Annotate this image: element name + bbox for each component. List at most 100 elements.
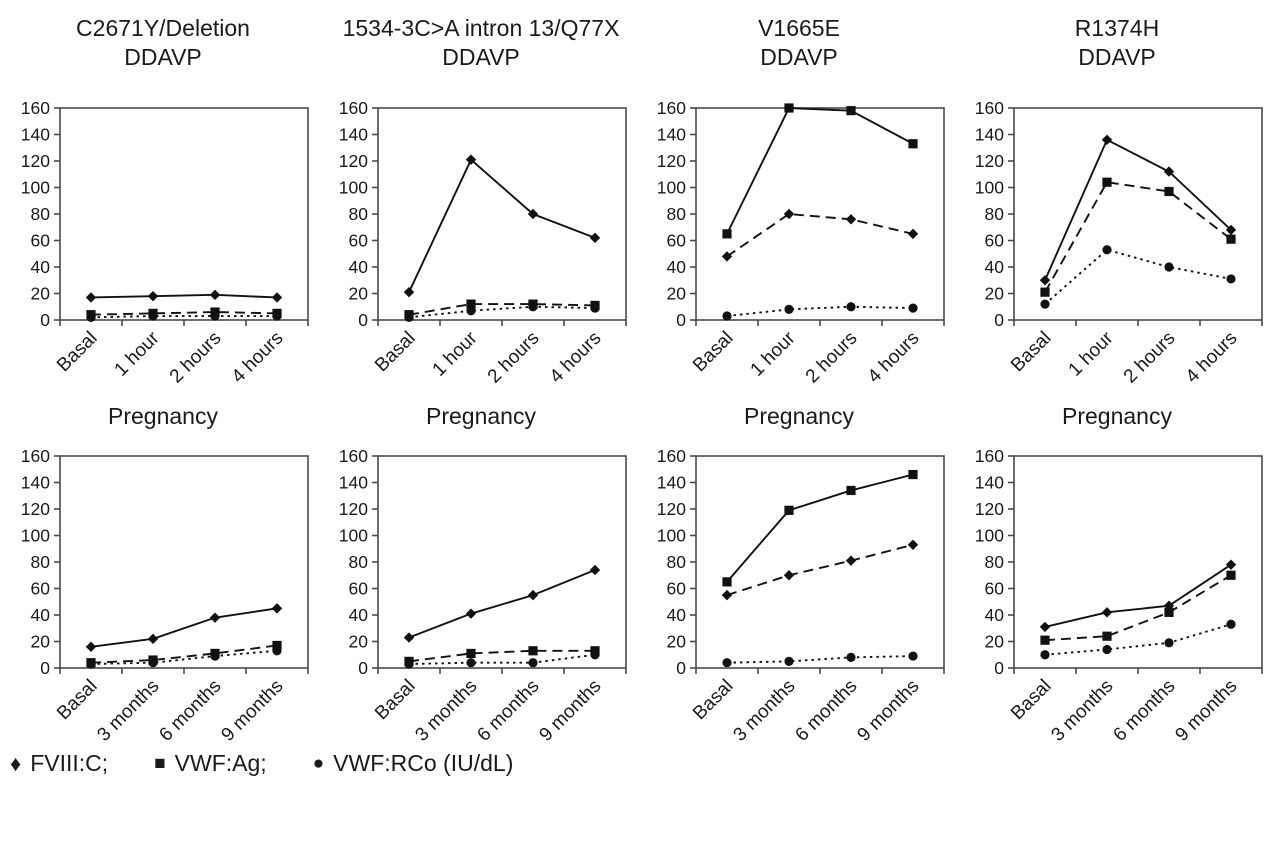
x-axis-label: 3 months — [411, 676, 481, 744]
y-axis-label: 40 — [31, 605, 51, 625]
circle-marker — [846, 652, 856, 662]
square-icon: ■ — [154, 753, 166, 774]
circle-marker — [722, 311, 732, 321]
y-axis-label: 120 — [657, 151, 686, 171]
y-axis-label: 100 — [975, 526, 1004, 546]
chart-title-line1: 1534-3C>A intron 13/Q77X — [342, 15, 620, 41]
diamond-marker — [1039, 275, 1051, 286]
chart-1534-pregnancy: Pregnancy 0 20 40 60 80 100 120 140 160 Basal 3 mo… — [322, 396, 640, 744]
plot-frame — [59, 107, 309, 321]
diamond-marker — [1101, 607, 1113, 618]
x-axis-label: Basal — [371, 676, 419, 724]
x-axis-label: 4 hours — [864, 328, 924, 388]
x-axis-label: 2 hours — [484, 328, 544, 388]
y-axis-label: 140 — [657, 473, 686, 493]
chart-r1374h-ddavp: R1374H DDAVP 0 20 40 60 80 100 120 140 160 Basal 1… — [958, 8, 1276, 396]
square-marker — [784, 103, 794, 113]
y-axis-label: 80 — [31, 552, 51, 572]
square-marker — [1040, 287, 1050, 297]
y-axis-label: 40 — [31, 257, 51, 277]
y-axis-label: 120 — [339, 499, 368, 519]
y-axis-label: 0 — [40, 310, 50, 330]
diamond-marker — [209, 289, 221, 301]
circle-marker — [1102, 644, 1112, 655]
x-axis-label: 9 months — [535, 676, 605, 744]
x-axis-label: 1 hour — [747, 327, 800, 380]
chart-title-line2: DDAVP — [442, 44, 520, 70]
diamond-marker — [907, 539, 919, 550]
circle-marker — [908, 651, 918, 661]
chart-title-line2: DDAVP — [124, 44, 202, 70]
y-axis-label: 140 — [21, 125, 50, 145]
square-marker — [466, 648, 476, 659]
chart-title-line1: Pregnancy — [1062, 403, 1172, 429]
y-axis-label: 60 — [31, 231, 51, 251]
circle-marker — [210, 311, 220, 321]
y-axis-label: 140 — [657, 125, 686, 145]
x-axis-label: 9 months — [853, 676, 923, 744]
x-axis-label: 6 months — [155, 676, 225, 744]
y-axis-label: 80 — [667, 552, 687, 572]
circle-marker — [86, 312, 96, 322]
chart-title-line1: Pregnancy — [744, 403, 854, 429]
y-axis-label: 160 — [21, 98, 50, 118]
x-axis-label: 2 hours — [166, 328, 226, 388]
y-axis-label: 100 — [339, 526, 368, 546]
series-line-fviii-c — [726, 213, 914, 258]
series-line-fviii-c — [1044, 138, 1232, 281]
y-axis-label: 160 — [657, 98, 686, 118]
circle-marker — [1164, 638, 1174, 648]
y-axis-label: 20 — [985, 632, 1005, 652]
chart-title-line1: V1665E — [758, 15, 840, 41]
legend: ♦ FVIII:C; ■ VWF:Ag; ● VWF:RCo (IU/dL) — [4, 744, 1280, 777]
diamond-marker — [403, 286, 415, 298]
x-axis-label: 4 hours — [228, 328, 288, 388]
x-axis-label: 1 hour — [429, 327, 482, 380]
y-axis-label: 140 — [339, 473, 368, 493]
y-axis-label: 120 — [975, 151, 1004, 171]
y-axis-label: 40 — [349, 605, 369, 625]
circle-marker — [148, 658, 158, 668]
x-axis-label: Basal — [53, 328, 101, 376]
chart-c2671y-ddavp: C2671Y/Deletion DDAVP 0 20 40 60 80 100 120 140… — [4, 8, 322, 396]
square-marker — [1040, 635, 1050, 645]
circle-marker — [210, 651, 220, 661]
circle-marker — [1102, 245, 1112, 255]
diamond-marker — [147, 633, 159, 645]
series-line-fviii-c — [90, 293, 278, 299]
x-axis-label: Basal — [371, 328, 419, 376]
chart-r1374h-pregnancy: Pregnancy 0 20 40 60 80 100 120 140 160 Basal 3 mo… — [958, 396, 1276, 744]
y-axis-label: 60 — [349, 579, 369, 599]
chart-title: Pregnancy — [322, 396, 640, 432]
plot-frame — [1013, 455, 1263, 669]
series-line-vwf-rco — [1044, 248, 1232, 305]
y-axis-label: 0 — [994, 658, 1004, 678]
circle-marker — [404, 659, 414, 669]
circle-marker — [148, 311, 158, 321]
diamond-marker — [1163, 166, 1175, 177]
x-axis-label: Basal — [53, 676, 101, 724]
y-axis-label: 40 — [985, 257, 1005, 277]
square-marker — [1226, 570, 1236, 580]
chart-row-pregnancy: Pregnancy 0 20 40 60 80 100 120 140 160 Basal 3 mo… — [4, 396, 1280, 744]
diamond-marker — [271, 603, 283, 614]
series-line-vwf-ag — [408, 649, 595, 663]
y-axis-label: 20 — [985, 284, 1005, 304]
series-line-fviii-c — [408, 158, 596, 293]
circle-marker — [784, 656, 794, 666]
diamond-marker — [721, 251, 733, 262]
y-axis-label: 0 — [358, 658, 368, 678]
y-axis-label: 140 — [21, 473, 50, 493]
legend-label: VWF:RCo (IU/dL) — [333, 750, 514, 776]
chart-v1665e-ddavp: V1665E DDAVP 0 20 40 60 80 100 120 140 160 Basal 1… — [640, 8, 958, 396]
y-axis-label: 60 — [667, 231, 687, 251]
y-axis-label: 160 — [339, 446, 368, 466]
circle-marker — [1226, 274, 1236, 284]
x-axis-label: 2 hours — [1120, 328, 1180, 388]
plot-frame — [695, 455, 945, 669]
y-axis-label: 80 — [31, 204, 51, 224]
square-marker — [1164, 186, 1174, 197]
